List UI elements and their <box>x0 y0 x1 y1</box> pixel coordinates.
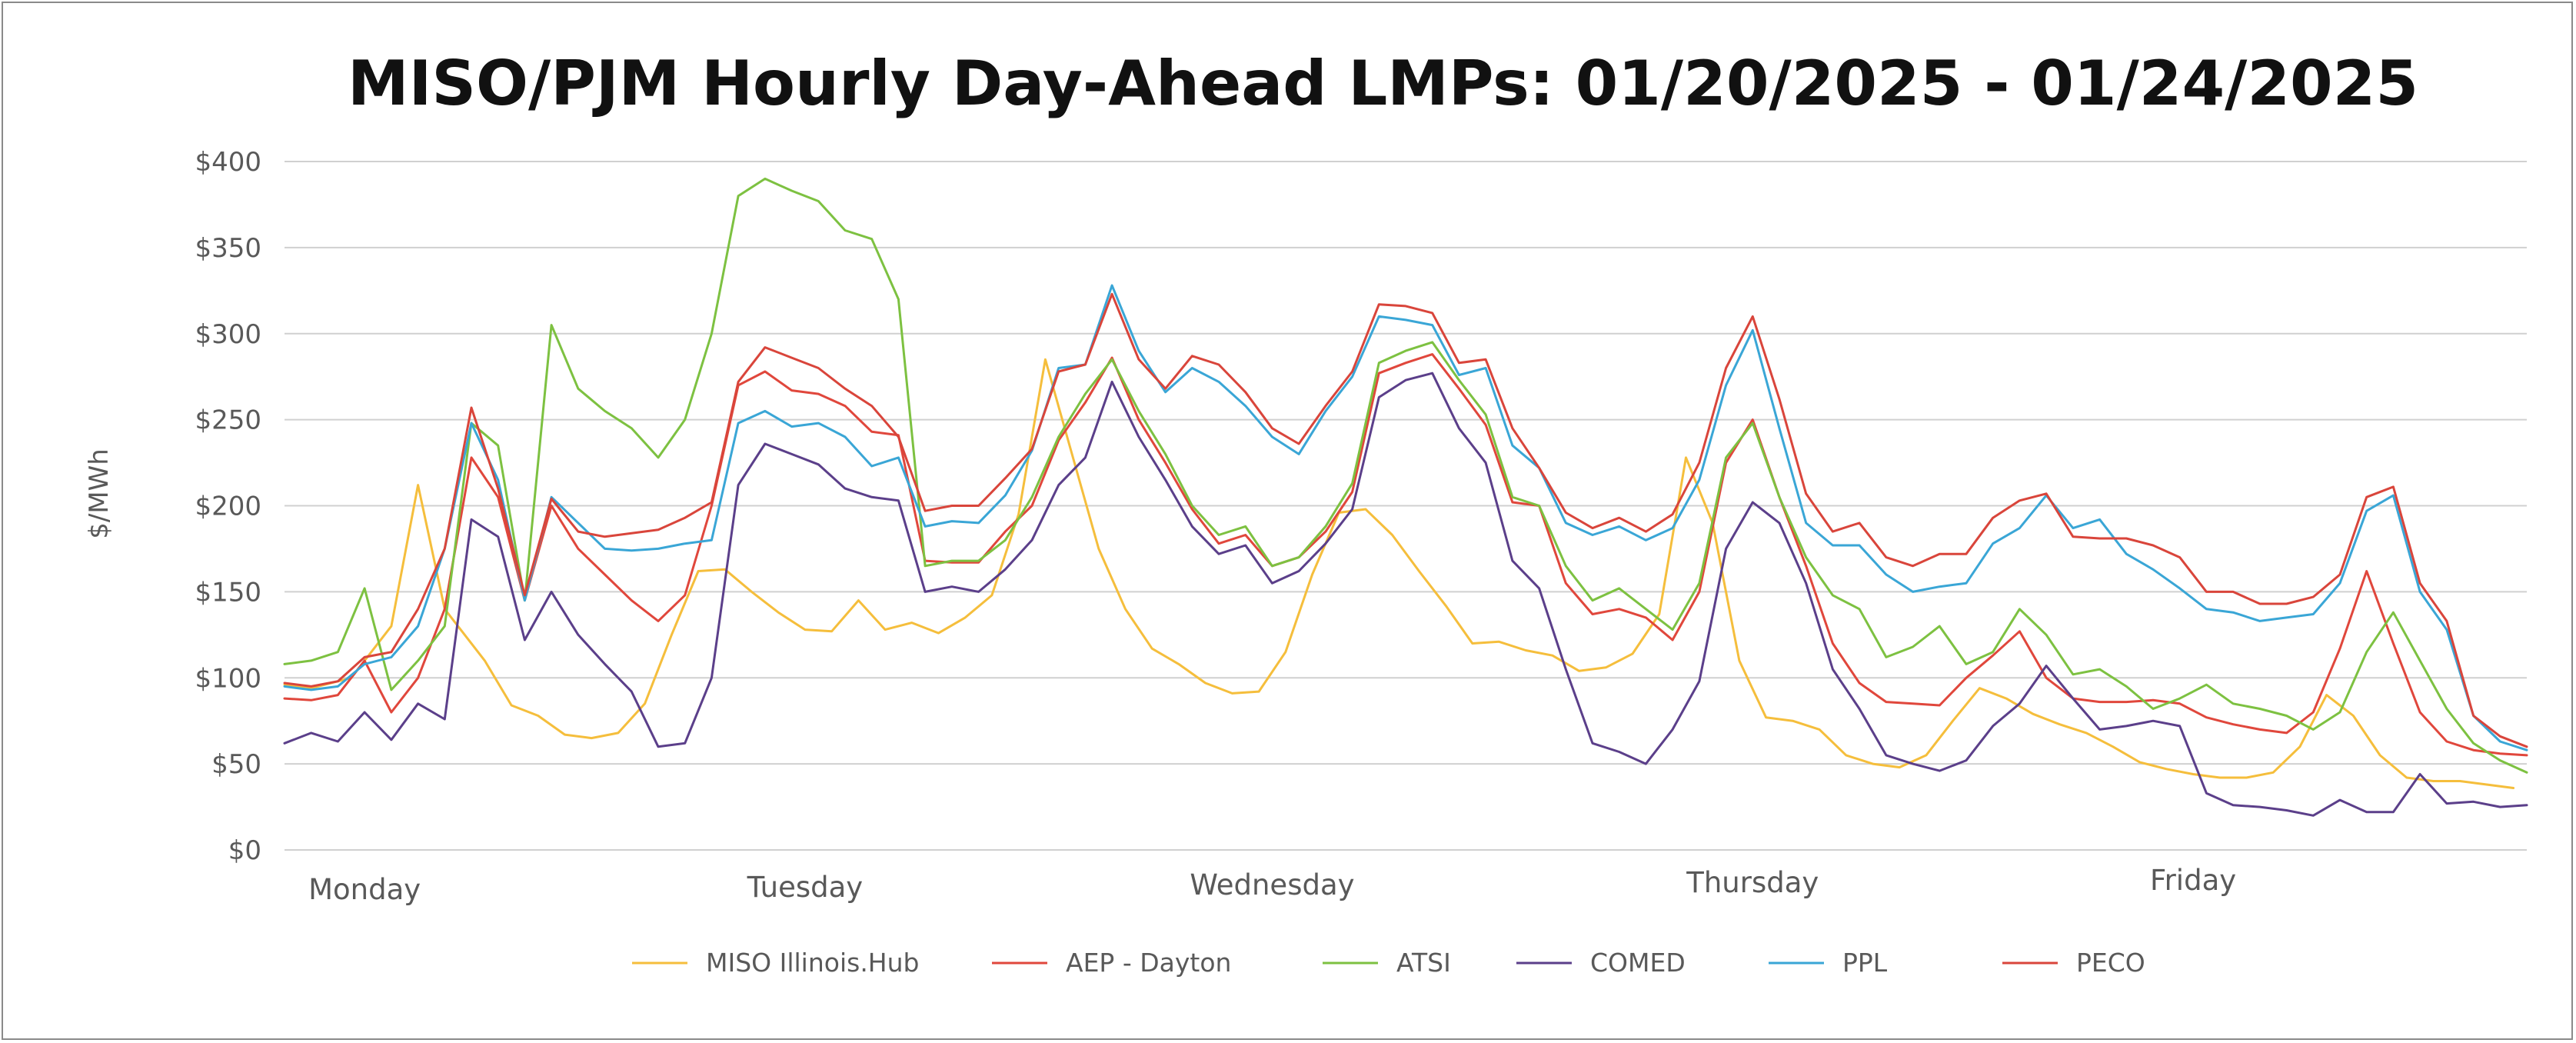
legend-entry: PPL <box>1842 948 1888 978</box>
legend-entry: AEP - Dayton <box>1066 948 1231 978</box>
y-tick-label: $150 <box>195 577 261 608</box>
chart-svg: MISO/PJM Hourly Day-Ahead LMPs: 01/20/20… <box>84 48 2528 978</box>
y-tick-labels: $0 $50 $100 $150 $200 $250 $300 $350 $400 <box>195 147 261 866</box>
gridlines <box>285 161 2527 851</box>
y-tick-label: $400 <box>195 147 261 178</box>
y-axis-label: $/MWh <box>84 448 115 539</box>
y-tick-label: $200 <box>195 492 261 522</box>
series-line <box>283 372 2528 817</box>
day-label: Tuesday <box>747 871 864 904</box>
day-label: Thursday <box>1686 866 1819 899</box>
legend-entry: ATSI <box>1396 948 1451 978</box>
day-label: Friday <box>2150 864 2236 897</box>
series-line <box>283 292 2528 748</box>
y-tick-label: $350 <box>195 233 261 264</box>
y-tick-label: $250 <box>195 405 261 436</box>
y-tick-label: $300 <box>195 319 261 350</box>
day-label: Wednesday <box>1190 868 1354 901</box>
series-line <box>283 177 2528 774</box>
y-tick-label: $50 <box>211 749 261 780</box>
day-labels: Monday Tuesday Wednesday Thursday Friday <box>308 864 2236 906</box>
series-line <box>283 284 2528 751</box>
legend: MISO Illinois.Hub AEP - Dayton ATSI COMED PP… <box>632 948 2145 978</box>
legend-entry: MISO Illinois.Hub <box>706 948 920 978</box>
chart-title: MISO/PJM Hourly Day-Ahead LMPs: 01/20/20… <box>348 48 2418 119</box>
y-tick-label: $100 <box>195 663 261 694</box>
day-label: Monday <box>308 873 421 906</box>
legend-entry: PECO <box>2076 948 2145 978</box>
series-line <box>283 353 2528 757</box>
legend-entry: COMED <box>1590 948 1686 978</box>
series-lines <box>283 177 2528 817</box>
y-tick-label: $0 <box>228 835 261 866</box>
series-line <box>283 358 2515 789</box>
